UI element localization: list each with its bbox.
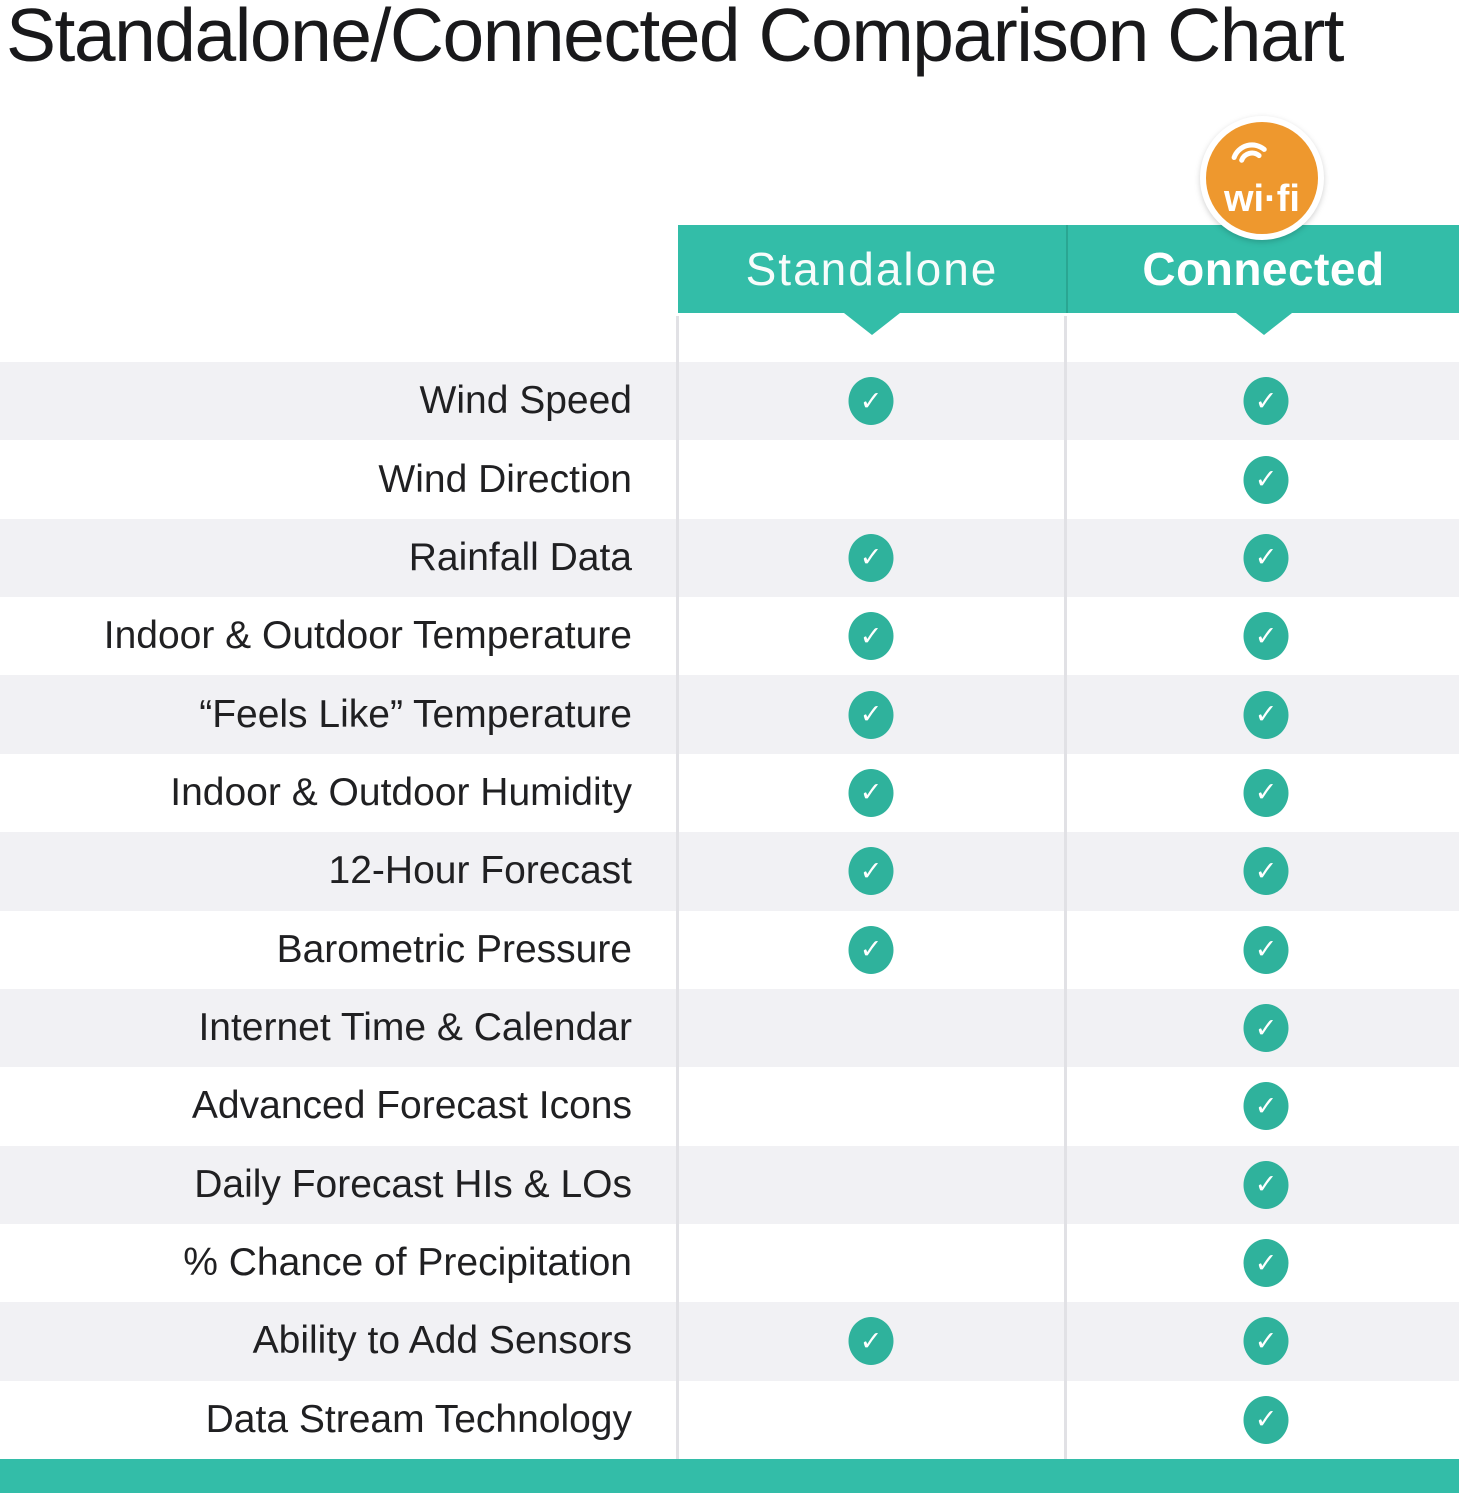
table-row: % Chance of Precipitation ✓ ✓	[0, 1223, 1459, 1303]
column-header-standalone: Standalone	[678, 225, 1066, 335]
check-icon: ✓	[848, 690, 894, 739]
feature-label: Indoor & Outdoor Temperature	[103, 614, 632, 658]
connected-cell: ✓	[1243, 1239, 1289, 1288]
feature-label: “Feels Like” Temperature	[199, 692, 632, 736]
check-icon: ✓	[1243, 1004, 1289, 1053]
wifi-badge: wi·fi	[1194, 110, 1330, 246]
standalone-cell: ✓	[848, 847, 894, 896]
check-icon: ✓	[848, 925, 894, 974]
table-row: Barometric Pressure ✓ ✓	[0, 910, 1459, 989]
standalone-cell: ✓	[848, 690, 894, 739]
standalone-cell: ✓	[849, 1082, 894, 1130]
check-icon: ✓	[1243, 925, 1289, 974]
check-icon: ✓	[1243, 1395, 1289, 1444]
check-icon: ✓	[848, 1317, 894, 1366]
connected-header-notch	[1235, 313, 1292, 335]
standalone-cell: ✓	[848, 925, 894, 974]
check-icon: ✓	[848, 768, 894, 817]
connected-cell: ✓	[1243, 1082, 1289, 1131]
connected-cell: ✓	[1243, 612, 1289, 661]
standalone-header-label: Standalone	[745, 243, 999, 295]
connected-cell: ✓	[1243, 768, 1289, 817]
check-icon: ✓	[1243, 1082, 1289, 1131]
page-title: Standalone/Connected Comparison Chart	[6, 0, 1345, 77]
connected-cell: ✓	[1243, 1317, 1289, 1366]
table-row: “Feels Like” Temperature ✓ ✓	[0, 675, 1459, 754]
table-row: Ability to Add Sensors ✓ ✓	[0, 1302, 1459, 1381]
column-divider-left	[676, 316, 679, 1459]
feature-label: Rainfall Data	[408, 535, 632, 579]
standalone-cell: ✓	[848, 533, 894, 582]
standalone-header-notch	[844, 313, 900, 335]
check-icon: ✓	[848, 377, 894, 426]
table-row: Daily Forecast HIs & LOs ✓ ✓	[0, 1145, 1459, 1224]
check-icon: ✓	[848, 847, 894, 896]
feature-label: Ability to Add Sensors	[252, 1319, 632, 1363]
feature-label: Data Stream Technology	[205, 1397, 632, 1441]
feature-label: Barometric Pressure	[276, 927, 632, 971]
table-row: Wind Speed ✓ ✓	[0, 362, 1459, 441]
standalone-cell: ✓	[849, 456, 894, 504]
connected-cell: ✓	[1243, 925, 1289, 974]
check-icon: ✓	[1243, 455, 1289, 504]
table-row: Indoor & Outdoor Temperature ✓ ✓	[0, 597, 1459, 676]
check-icon: ✓	[848, 612, 894, 661]
check-icon: ✓	[1243, 1160, 1289, 1209]
standalone-cell: ✓	[849, 1004, 894, 1052]
feature-label: % Chance of Precipitation	[183, 1241, 632, 1285]
feature-label: 12-Hour Forecast	[328, 849, 632, 893]
table-row: Rainfall Data ✓ ✓	[0, 518, 1459, 598]
check-icon: ✓	[1243, 847, 1289, 896]
wifi-arcs-icon	[1231, 142, 1267, 163]
check-icon: ✓	[1243, 377, 1289, 426]
standalone-cell: ✓	[848, 377, 894, 426]
standalone-cell: ✓	[848, 612, 894, 661]
feature-label: Indoor & Outdoor Humidity	[170, 770, 632, 814]
connected-cell: ✓	[1243, 1004, 1289, 1053]
connected-cell: ✓	[1243, 533, 1289, 582]
table-row: 12-Hour Forecast ✓ ✓	[0, 832, 1459, 911]
connected-cell: ✓	[1243, 1160, 1289, 1209]
connected-cell: ✓	[1243, 455, 1289, 504]
feature-label: Daily Forecast HIs & LOs	[194, 1162, 632, 1206]
wifi-badge-label: wi·fi	[1223, 178, 1300, 220]
feature-label: Wind Speed	[419, 379, 632, 423]
column-divider-middle	[1064, 316, 1067, 1459]
standalone-cell: ✓	[849, 1161, 894, 1209]
feature-table: Wind Speed ✓ ✓ Wind Direction ✓ ✓ Rainfa…	[0, 362, 1459, 1460]
check-icon: ✓	[1243, 690, 1289, 739]
connected-cell: ✓	[1243, 377, 1289, 426]
feature-label: Wind Direction	[378, 457, 632, 501]
table-row: Internet Time & Calendar ✓ ✓	[0, 988, 1459, 1068]
check-icon: ✓	[1243, 1317, 1289, 1366]
standalone-cell: ✓	[849, 1396, 894, 1444]
table-row: Advanced Forecast Icons ✓ ✓	[0, 1067, 1459, 1146]
standalone-cell: ✓	[848, 1317, 894, 1366]
table-row: Indoor & Outdoor Humidity ✓ ✓	[0, 753, 1459, 833]
check-icon: ✓	[1243, 1239, 1289, 1288]
footer-bar	[0, 1459, 1459, 1493]
feature-label: Internet Time & Calendar	[198, 1006, 632, 1050]
standalone-cell: ✓	[848, 768, 894, 817]
connected-cell: ✓	[1243, 690, 1289, 739]
check-icon: ✓	[1243, 612, 1289, 661]
connected-cell: ✓	[1243, 1395, 1289, 1444]
standalone-cell: ✓	[849, 1239, 894, 1287]
table-row: Wind Direction ✓ ✓	[0, 440, 1459, 519]
connected-header-label: Connected	[1142, 243, 1385, 295]
wifi-icon: wi·fi	[1200, 116, 1324, 240]
check-icon: ✓	[848, 533, 894, 582]
check-icon: ✓	[1243, 768, 1289, 817]
connected-cell: ✓	[1243, 847, 1289, 896]
table-row: Data Stream Technology ✓ ✓	[0, 1380, 1459, 1460]
feature-label: Advanced Forecast Icons	[191, 1084, 632, 1128]
check-icon: ✓	[1243, 533, 1289, 582]
